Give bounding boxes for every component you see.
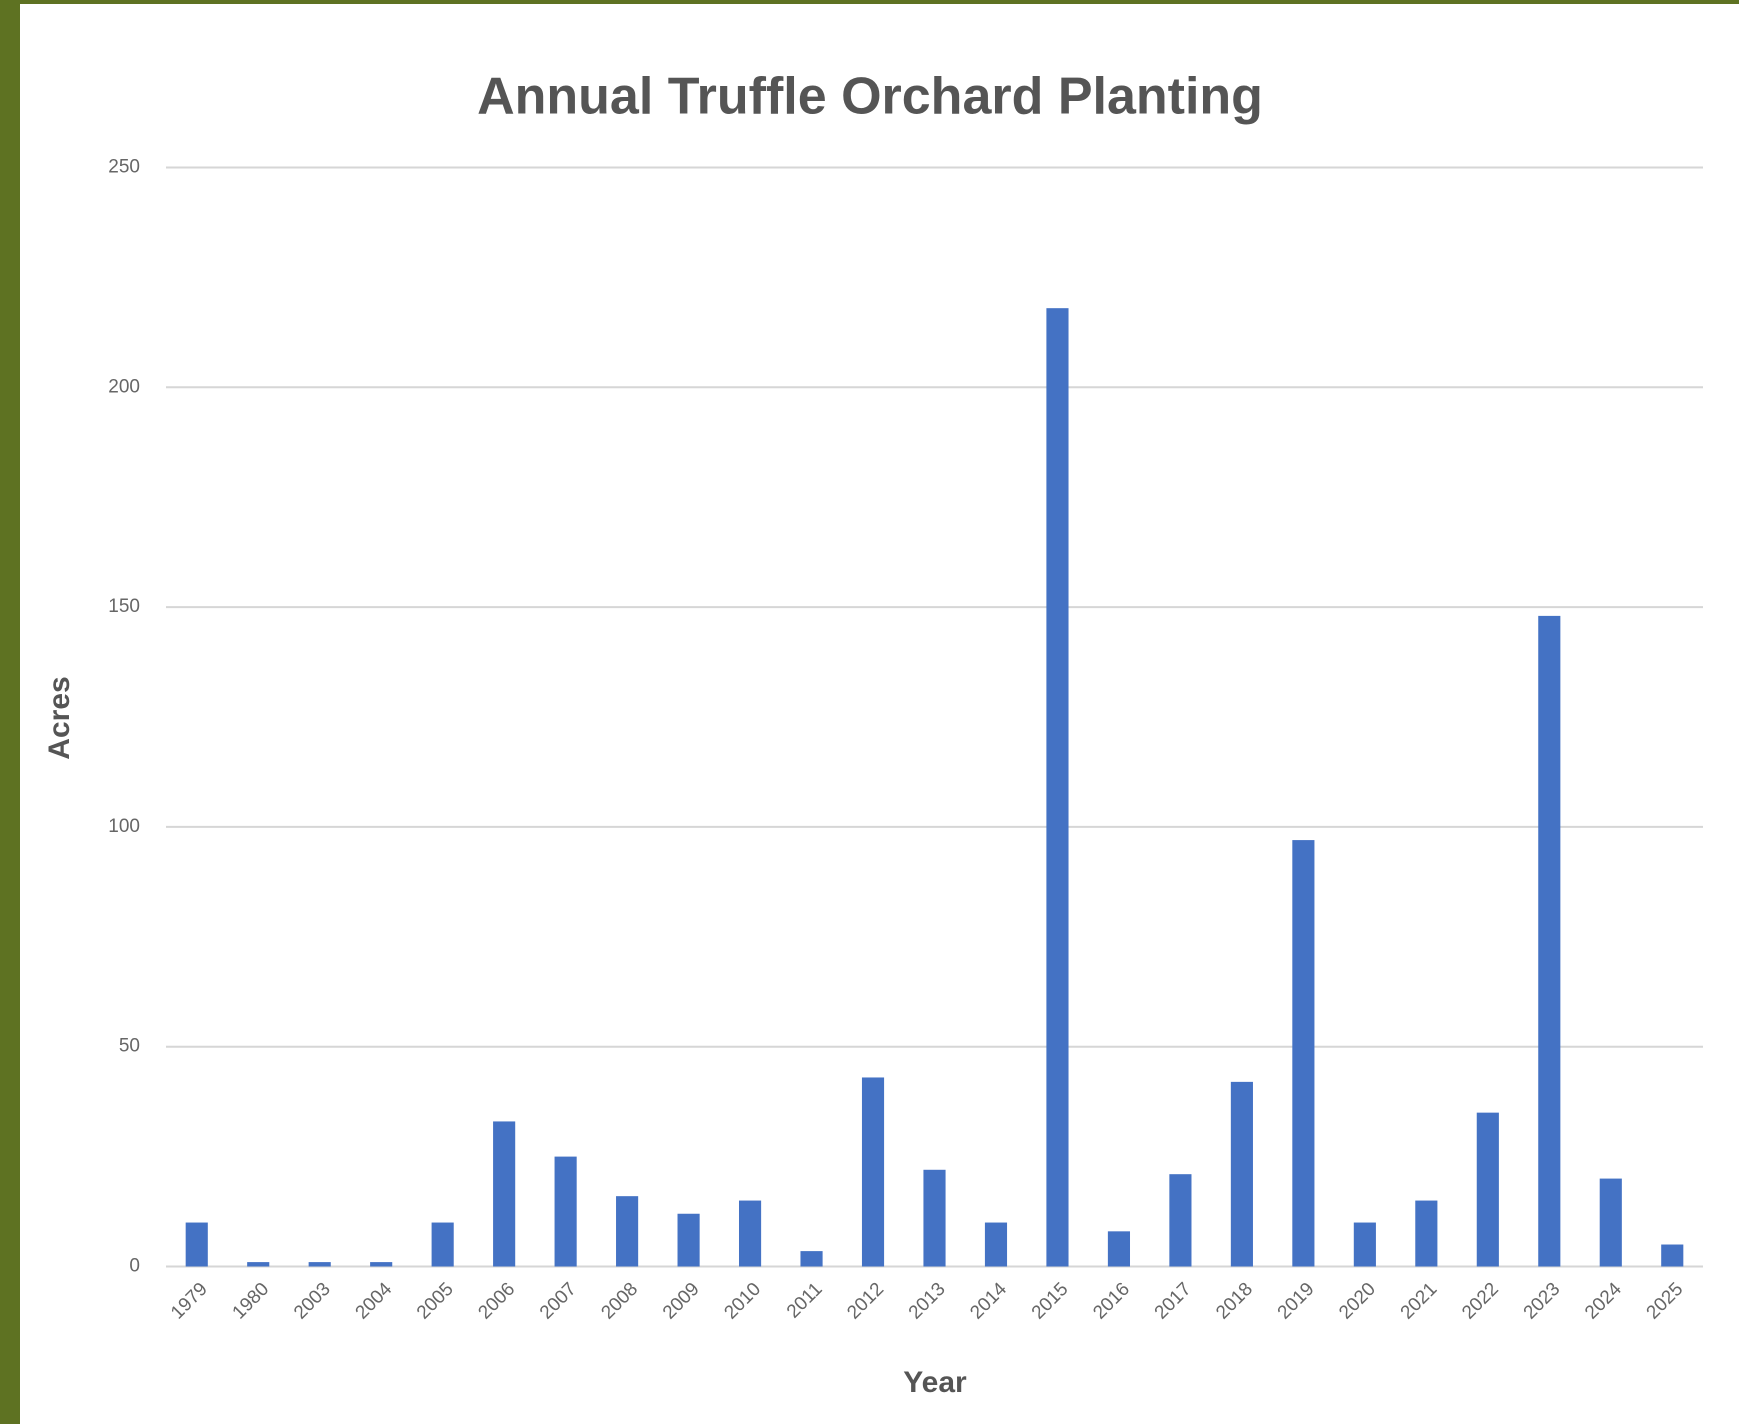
bar — [308, 1262, 331, 1267]
bar — [1230, 1081, 1253, 1267]
bar — [185, 1222, 208, 1267]
x-tick-label: 2007 — [536, 1279, 581, 1324]
x-tick-label: 2016 — [1089, 1279, 1134, 1324]
bar — [431, 1222, 454, 1267]
bar — [1353, 1222, 1376, 1267]
x-tick-label: 2025 — [1643, 1279, 1688, 1324]
bar — [1661, 1244, 1684, 1267]
x-tick-label: 2003 — [290, 1279, 335, 1324]
x-tick-label: 2017 — [1151, 1279, 1196, 1324]
y-axis-label: Acres — [43, 676, 76, 759]
bar — [1169, 1174, 1192, 1267]
bar — [800, 1251, 823, 1267]
bar — [616, 1196, 639, 1267]
x-tick-label: 2004 — [352, 1278, 397, 1323]
bar — [738, 1200, 762, 1267]
x-tick-label: 2019 — [1274, 1279, 1319, 1324]
x-tick-label: 2022 — [1458, 1279, 1503, 1324]
bar — [1599, 1178, 1622, 1267]
x-tick-label: 2014 — [966, 1278, 1011, 1323]
x-tick-label: 2024 — [1581, 1278, 1626, 1323]
bar — [677, 1213, 700, 1267]
x-tick-label: 2009 — [659, 1279, 704, 1324]
bar — [861, 1077, 885, 1267]
x-tick-label: 1980 — [229, 1279, 274, 1324]
x-tick-label: 2010 — [720, 1279, 765, 1324]
x-tick-label: 2015 — [1028, 1279, 1073, 1324]
bar — [1107, 1231, 1131, 1267]
x-tick-label: 2018 — [1212, 1279, 1257, 1324]
bar — [493, 1121, 516, 1267]
bar — [1538, 615, 1561, 1267]
x-tick-label: 2021 — [1397, 1279, 1442, 1324]
bar — [1292, 840, 1315, 1267]
bar — [370, 1262, 393, 1267]
bar — [554, 1156, 577, 1267]
bar — [923, 1169, 946, 1267]
y-tick-label: 0 — [129, 1256, 140, 1277]
bar — [984, 1222, 1008, 1267]
x-tick-label: 2020 — [1335, 1279, 1380, 1324]
bar — [1415, 1200, 1438, 1267]
x-tick-label: 2011 — [783, 1279, 827, 1323]
y-tick-label: 100 — [108, 816, 140, 837]
bar — [247, 1262, 270, 1267]
x-tick-label: 2006 — [474, 1279, 519, 1324]
y-tick-label: 200 — [108, 376, 140, 397]
x-tick-label: 2012 — [843, 1279, 888, 1324]
x-tick-label: 1979 — [167, 1279, 212, 1324]
y-tick-label: 50 — [119, 1036, 140, 1057]
x-axis-label: Year — [903, 1366, 967, 1399]
bar — [1476, 1112, 1499, 1267]
x-tick-label: 2023 — [1520, 1279, 1565, 1324]
x-tick-label: 2008 — [597, 1279, 642, 1324]
x-tick-label: 2013 — [905, 1279, 950, 1324]
chart-title: Annual Truffle Orchard Planting — [477, 68, 1263, 126]
y-tick-label: 250 — [108, 157, 140, 178]
x-tick-label: 2005 — [413, 1279, 458, 1324]
bar — [1046, 308, 1069, 1267]
y-tick-label: 150 — [108, 596, 140, 617]
